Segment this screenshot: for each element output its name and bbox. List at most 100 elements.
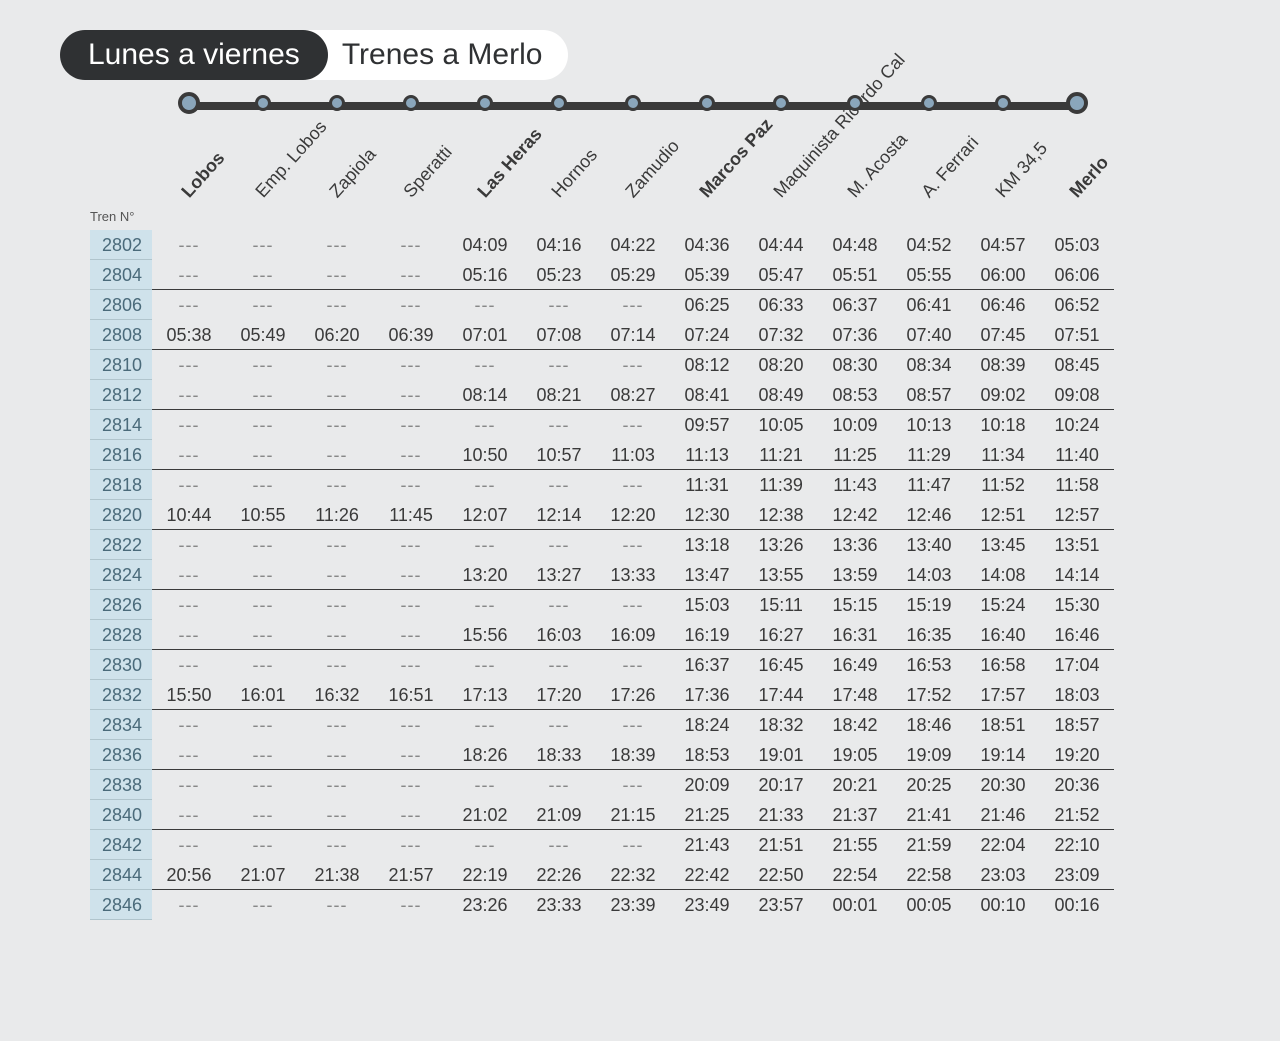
table-row: ------------21:0221:0921:1521:2521:3321:… [152,800,1114,830]
table-row: 05:3805:4906:2006:3907:0107:0807:1407:24… [152,320,1114,350]
time-cell: 21:07 [226,860,300,889]
table-row: ---------------------20:0920:1720:2120:2… [152,770,1114,800]
time-cell: 21:15 [596,800,670,829]
table-row: ---------------------08:1208:2008:3008:3… [152,350,1114,380]
time-cell: 12:57 [1040,500,1114,529]
time-cell: 11:34 [966,440,1040,469]
time-cell: --- [522,290,596,319]
time-cell: 08:14 [448,380,522,409]
train-number-column: Tren N° 28022804280628082810281228142816… [90,120,152,920]
schedule-grid: LobosEmp. LobosZapiolaSperattiLas HerasH… [152,120,1114,920]
time-cell: 16:46 [1040,620,1114,649]
time-cell: --- [300,440,374,469]
station-label: A. Ferrari [917,132,983,202]
time-cell: --- [226,560,300,589]
time-cell: 22:58 [892,860,966,889]
time-cell: 17:20 [522,680,596,709]
time-cell: --- [226,290,300,319]
time-cell: 16:09 [596,620,670,649]
time-cell: 10:44 [152,500,226,529]
time-cell: 05:39 [670,260,744,289]
station-label: M. Acosta [843,129,911,202]
time-cell: 09:08 [1040,380,1114,409]
time-cell: 15:24 [966,590,1040,619]
time-cell: 20:30 [966,770,1040,799]
station-label: Marcos Paz [695,114,777,202]
station-header-row: LobosEmp. LobosZapiolaSperattiLas HerasH… [152,120,1114,230]
time-cell: 08:53 [818,380,892,409]
train-number: 2840 [90,800,152,830]
time-cell: 09:57 [670,410,744,439]
time-cell: --- [596,770,670,799]
time-cell: 21:43 [670,830,744,859]
time-cell: 22:26 [522,860,596,889]
time-cell: 08:45 [1040,350,1114,379]
time-cell: --- [448,770,522,799]
time-cell: 07:32 [744,320,818,349]
time-cell: --- [374,800,448,829]
time-cell: --- [152,440,226,469]
time-cell: 20:56 [152,860,226,889]
time-cell: 10:24 [1040,410,1114,439]
train-number: 2806 [90,290,152,320]
time-cell: --- [152,650,226,679]
time-cell: 12:20 [596,500,670,529]
time-cell: 11:43 [818,470,892,499]
time-cell: --- [226,530,300,559]
time-cell: 21:41 [892,800,966,829]
header-days: Lunes a viernes [60,30,328,80]
time-cell: --- [300,770,374,799]
time-cell: --- [522,590,596,619]
time-cell: --- [596,350,670,379]
train-number: 2822 [90,530,152,560]
station-dot [1066,92,1088,114]
time-cell: 04:16 [522,230,596,259]
time-cell: 08:20 [744,350,818,379]
train-label: Tren N° [90,120,152,230]
time-cell: 06:41 [892,290,966,319]
time-cell: 22:04 [966,830,1040,859]
time-cell: 10:55 [226,500,300,529]
train-number: 2814 [90,410,152,440]
time-cell: --- [152,470,226,499]
time-cell: 08:49 [744,380,818,409]
time-cell: --- [374,590,448,619]
time-cell: --- [226,230,300,259]
train-number: 2808 [90,320,152,350]
time-cell: 00:05 [892,890,966,919]
train-number: 2810 [90,350,152,380]
table-row: ------------04:0904:1604:2204:3604:4404:… [152,230,1114,260]
time-cell: --- [596,590,670,619]
time-cell: --- [226,590,300,619]
time-cell: 18:32 [744,710,818,739]
time-cell: 22:42 [670,860,744,889]
station-dot [699,95,715,111]
time-cell: --- [300,620,374,649]
table-row: ------------23:2623:3323:3923:4923:5700:… [152,890,1114,920]
time-cell: --- [226,830,300,859]
time-cell: --- [596,410,670,439]
time-cell: 10:18 [966,410,1040,439]
time-cell: 13:33 [596,560,670,589]
time-cell: 10:57 [522,440,596,469]
time-cell: --- [226,710,300,739]
time-cell: 07:08 [522,320,596,349]
time-cell: --- [300,800,374,829]
time-cell: 06:39 [374,320,448,349]
time-cell: --- [226,890,300,919]
time-cell: --- [300,350,374,379]
train-number: 2830 [90,650,152,680]
station-label: Las Heras [473,124,546,202]
time-cell: 18:57 [1040,710,1114,739]
time-cell: 13:55 [744,560,818,589]
time-cell: 07:40 [892,320,966,349]
time-cell: 11:25 [818,440,892,469]
train-number: 2844 [90,860,152,890]
train-number: 2832 [90,680,152,710]
time-cell: 23:49 [670,890,744,919]
train-number: 2818 [90,470,152,500]
time-cell: 23:09 [1040,860,1114,889]
time-cell: 09:02 [966,380,1040,409]
time-cell: 08:27 [596,380,670,409]
time-cell: 07:51 [1040,320,1114,349]
